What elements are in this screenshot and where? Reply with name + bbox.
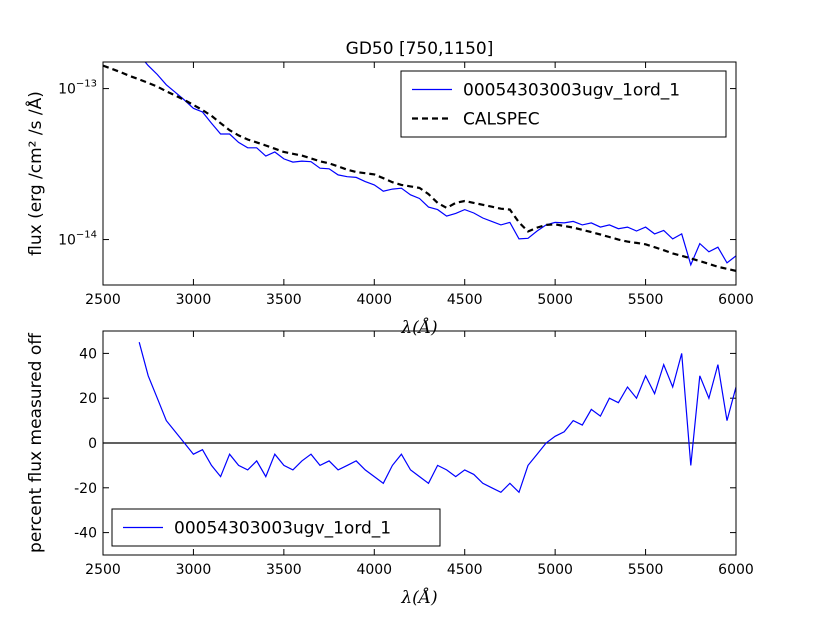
x-tick-label: 2500 bbox=[85, 292, 121, 308]
legend-box bbox=[111, 508, 441, 547]
y-axis-label: percent flux measured off bbox=[26, 332, 46, 553]
legend-label: 00054303003ugv_1ord_1 bbox=[463, 81, 680, 101]
x-tick-label: 5500 bbox=[628, 292, 664, 308]
y-tick-label: 10−13 bbox=[58, 79, 97, 98]
x-tick-label: 5000 bbox=[537, 292, 573, 308]
legend-box bbox=[400, 70, 727, 138]
x-tick-label: 6000 bbox=[718, 292, 754, 308]
x-tick-label: 3500 bbox=[266, 562, 302, 578]
y-tick-label: -20 bbox=[74, 481, 97, 497]
chart-title: GD50 [750,1150] bbox=[346, 39, 494, 59]
x-tick-label: 6000 bbox=[718, 562, 754, 578]
x-tick-label: 5500 bbox=[628, 562, 664, 578]
x-tick-label: 4500 bbox=[447, 562, 483, 578]
legend-label: CALSPEC bbox=[463, 110, 540, 130]
y-tick-label: 20 bbox=[79, 391, 97, 407]
x-tick-label: 3500 bbox=[266, 292, 302, 308]
x-tick-label: 4000 bbox=[356, 292, 392, 308]
x-tick-label: 2500 bbox=[85, 562, 121, 578]
x-tick-label: 3000 bbox=[176, 292, 212, 308]
x-tick-label: 5000 bbox=[537, 562, 573, 578]
y-tick-label: 40 bbox=[79, 346, 97, 362]
x-tick-label: 3000 bbox=[176, 562, 212, 578]
y-tick-label: 0 bbox=[88, 436, 97, 452]
x-axis-label: λ(Å) bbox=[400, 317, 437, 338]
x-tick-label: 4500 bbox=[447, 292, 483, 308]
y-axis-label: flux (erg /cm² /s /Å) bbox=[24, 91, 46, 256]
x-axis-label: λ(Å) bbox=[400, 587, 437, 608]
y-tick-label: 10−14 bbox=[58, 230, 97, 249]
data-line bbox=[144, 62, 736, 267]
data-line bbox=[138, 342, 736, 494]
data-line bbox=[103, 64, 736, 272]
legend-label: 00054303003ugv_1ord_1 bbox=[174, 519, 391, 539]
x-tick-label: 4000 bbox=[356, 562, 392, 578]
plot-frame bbox=[102, 61, 737, 286]
y-tick-label: -40 bbox=[74, 526, 97, 542]
plot-frame bbox=[102, 330, 737, 556]
